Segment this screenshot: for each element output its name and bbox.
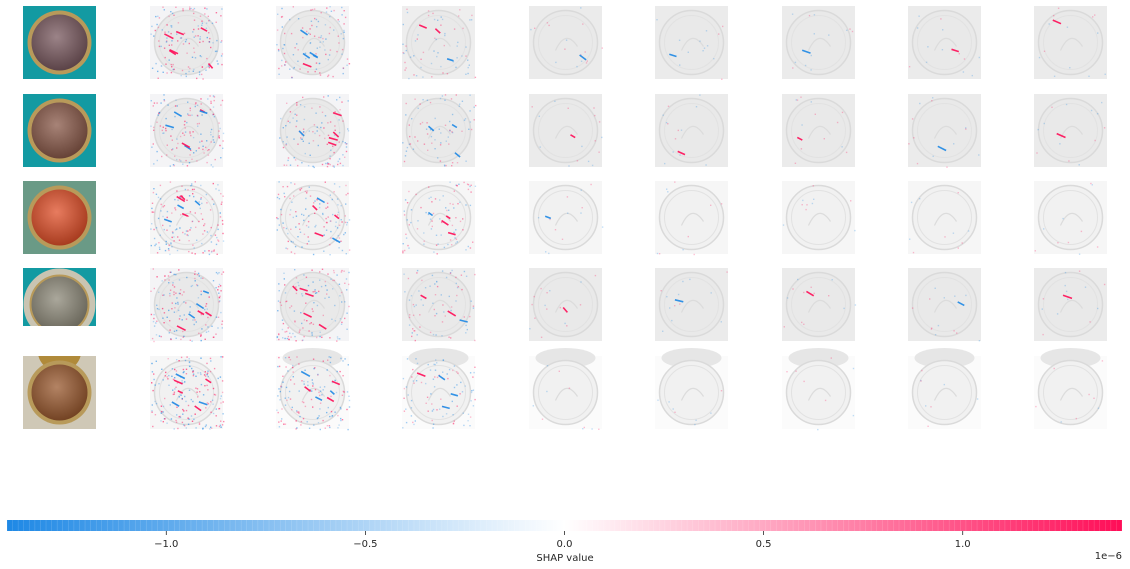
shap-heatmap-tile bbox=[276, 6, 351, 79]
shap-heatmap-tile bbox=[276, 268, 350, 342]
shap-heatmap-tile bbox=[908, 348, 981, 429]
shap-heatmap-tile bbox=[529, 181, 604, 255]
shap-heatmap-tile bbox=[529, 94, 603, 167]
shap-heatmap-tile bbox=[276, 94, 350, 169]
shap-heatmap-tile bbox=[150, 6, 224, 80]
shap-heatmap-tile bbox=[402, 94, 477, 167]
original-coin-image bbox=[23, 6, 96, 79]
shap-heatmap-tile bbox=[276, 348, 351, 431]
shap-heatmap-tile bbox=[655, 94, 728, 167]
shap-heatmap-tile bbox=[150, 268, 225, 343]
shap-heatmap-tile bbox=[655, 6, 728, 80]
colorbar-tick-label: 0.0 bbox=[557, 539, 573, 550]
shap-heatmap-tile bbox=[782, 268, 857, 341]
shap-heatmap-tile bbox=[1034, 6, 1107, 79]
colorbar: −1.0 −0.5 0.0 0.5 1.0 SHAP value 1e−6 bbox=[6, 520, 1123, 564]
colorbar-tick-label: −0.5 bbox=[353, 539, 377, 550]
shap-heatmap-tile bbox=[150, 181, 225, 256]
shap-heatmap-tile bbox=[276, 181, 351, 256]
colorbar-tick-label: 1.0 bbox=[955, 539, 971, 550]
shap-heatmap-tile bbox=[402, 268, 476, 342]
shap-heatmap-tile bbox=[782, 94, 855, 167]
colorbar-tick-label: 0.5 bbox=[756, 539, 772, 550]
shap-heatmap-tile bbox=[1034, 94, 1107, 167]
colorbar-offset-text: 1e−6 bbox=[1095, 551, 1122, 562]
shap-heatmap-tile bbox=[1034, 181, 1107, 255]
shap-heatmap-tile bbox=[1034, 348, 1107, 429]
shap-heatmap-tile bbox=[529, 348, 602, 430]
original-coin-image bbox=[23, 268, 96, 341]
shap-heatmap-tile bbox=[908, 94, 981, 168]
original-coin-image bbox=[23, 326, 96, 429]
original-coin-image bbox=[23, 181, 96, 254]
shap-heatmap-tile bbox=[150, 356, 225, 430]
colorbar-xlabel: SHAP value bbox=[536, 553, 593, 564]
shap-heatmap-tile bbox=[655, 348, 728, 429]
original-coin-image bbox=[23, 94, 96, 167]
shap-heatmap-tile bbox=[782, 181, 856, 254]
colorbar-gradient bbox=[7, 520, 1122, 531]
shap-heatmap-tile bbox=[908, 6, 981, 79]
shap-heatmap-tile bbox=[655, 181, 728, 256]
shap-heatmap-tile bbox=[402, 348, 476, 429]
shap-heatmap-tile bbox=[908, 181, 981, 254]
shap-heatmap-tile bbox=[782, 348, 855, 431]
colorbar-ticks: −1.0 −0.5 0.0 0.5 1.0 bbox=[154, 531, 971, 550]
shap-heatmap-tile bbox=[908, 268, 981, 342]
colorbar-stripes bbox=[6, 520, 1123, 531]
shap-heatmap-tile bbox=[402, 181, 477, 255]
shap-heatmap-tile bbox=[655, 268, 728, 341]
colorbar-tick-label: −1.0 bbox=[154, 539, 178, 550]
shap-heatmap-tile bbox=[529, 6, 603, 79]
shap-heatmap-tile bbox=[782, 6, 855, 79]
shap-heatmap-tile bbox=[150, 94, 225, 168]
shap-heatmap-tile bbox=[529, 268, 602, 341]
image-grid bbox=[23, 6, 1107, 431]
shap-heatmap-tile bbox=[1034, 268, 1107, 341]
shap-heatmap-tile bbox=[402, 6, 477, 80]
